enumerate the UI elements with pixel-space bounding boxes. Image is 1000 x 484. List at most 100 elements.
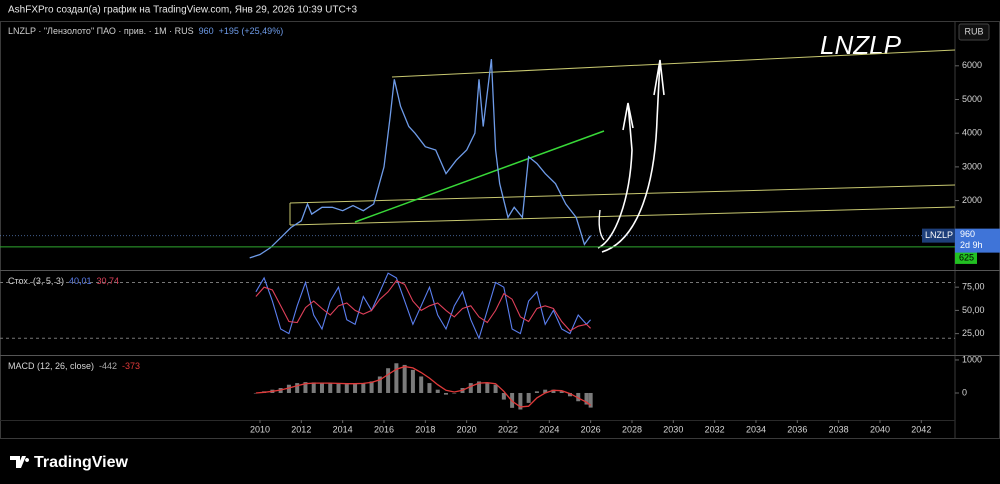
logo-icon (10, 456, 30, 468)
x-tick-label: 2038 (829, 424, 849, 434)
series-line (255, 280, 591, 332)
histogram-bar (518, 392, 523, 410)
x-tick-label: 2024 (539, 424, 559, 434)
histogram-bar (452, 392, 457, 394)
histogram-bar (344, 384, 349, 393)
series-line (255, 365, 591, 408)
trend-line (289, 184, 956, 204)
trend-line (289, 206, 956, 226)
change: +195 (+25,49%) (219, 26, 284, 36)
currency: RUB (964, 26, 983, 36)
forecast-arrow (601, 59, 665, 253)
x-tick-label: 2042 (911, 424, 931, 434)
indicator-title: MACD (12, 26, close) (8, 361, 94, 371)
x-tick-label: 2014 (333, 424, 353, 434)
histogram-bar (584, 392, 589, 405)
header: AshFXPro создал(а) график на TradingView… (8, 4, 358, 16)
annotation: LNZLP (820, 30, 902, 60)
histogram-bar (588, 392, 593, 408)
histogram-bar (402, 364, 407, 393)
histogram-bar (559, 391, 564, 393)
x-tick-label: 2028 (622, 424, 642, 434)
y-tick-label: 3000 (962, 161, 982, 171)
histogram-bar (253, 392, 258, 394)
macd-legend: MACD (12, 26, close) -442 -373 (8, 361, 140, 371)
histogram-bar (311, 382, 316, 393)
d-value: 30,74 (96, 276, 119, 286)
histogram-bar (303, 382, 308, 393)
histogram-bar (485, 383, 490, 393)
histogram-bar (394, 363, 399, 393)
series-line (249, 59, 592, 259)
histogram-bar (319, 383, 324, 393)
signal-value: -373 (122, 361, 140, 371)
y-tick-label: 50,00 (962, 305, 985, 315)
x-tick-label: 2036 (787, 424, 807, 434)
trend-line (391, 49, 956, 78)
y-tick-label: 2000 (962, 195, 982, 205)
x-tick-label: 2012 (291, 424, 311, 434)
y-tick-label: 5000 (962, 94, 982, 104)
main-legend: LNZLP · "Лензолото" ПАО · прив. · 1M · R… (8, 26, 283, 36)
macd-value: -442 (99, 361, 117, 371)
level-box (955, 251, 977, 264)
x-tick-label: 2016 (374, 424, 394, 434)
histogram-bar (493, 384, 498, 393)
histogram-bar (551, 389, 556, 393)
histogram-bar (468, 383, 473, 393)
histogram-bar (386, 368, 391, 393)
y-tick-label: 0 (962, 387, 967, 397)
y-tick-label: 4000 (962, 128, 982, 138)
histogram-bar (328, 383, 333, 393)
histogram-bar (543, 389, 548, 393)
histogram-bar (286, 384, 291, 393)
x-tick-label: 2030 (663, 424, 683, 434)
forecast-arrow (598, 209, 605, 241)
histogram-bar (419, 376, 424, 393)
level-label: 625 (959, 252, 974, 262)
histogram-bar (377, 376, 382, 393)
histogram-bar (336, 383, 341, 393)
x-tick-label: 2032 (705, 424, 725, 434)
histogram-bar (369, 381, 374, 393)
k-value: 40,01 (69, 276, 92, 286)
histogram-bar (427, 383, 432, 393)
x-tick-label: 2034 (746, 424, 766, 434)
x-tick-label: 2018 (415, 424, 435, 434)
footer-logo: TradingView (34, 454, 129, 471)
stoch-legend: Стох. (3, 5, 3) 40,01 30,74 (8, 276, 119, 286)
y-tick-label: 1000 (962, 354, 982, 364)
trend-line (354, 130, 605, 223)
histogram-bar (353, 383, 358, 393)
histogram-bar (295, 383, 300, 393)
histogram-bar (477, 381, 482, 393)
price-box (955, 228, 1000, 253)
forecast-arrow (597, 102, 634, 249)
countdown-label: 2d 9h (960, 240, 983, 250)
histogram-bar (576, 392, 581, 402)
indicator-title: Стох. (3, 5, 3) (8, 276, 64, 286)
price-label: 960 (960, 229, 975, 239)
x-tick-label: 2040 (870, 424, 890, 434)
x-tick-label: 2026 (581, 424, 601, 434)
symbol-label: LNZLP (925, 230, 953, 240)
y-tick-label: 75,00 (962, 282, 985, 292)
y-tick-label: 6000 (962, 60, 982, 70)
histogram-bar (443, 392, 448, 395)
symbol-box (922, 228, 955, 243)
histogram-bar (526, 392, 531, 403)
histogram-bar (501, 392, 506, 400)
currency-box (958, 23, 990, 41)
y-tick-label: 25,00 (962, 328, 985, 338)
x-tick-label: 2020 (457, 424, 477, 434)
histogram-bar (567, 392, 572, 397)
symbol-info: LNZLP · "Лензолото" ПАО · прив. · 1M · R… (8, 26, 194, 36)
histogram-bar (361, 383, 366, 393)
series-line (255, 272, 592, 340)
x-tick-label: 2022 (498, 424, 518, 434)
histogram-bar (534, 391, 539, 393)
histogram-bar (410, 369, 415, 393)
